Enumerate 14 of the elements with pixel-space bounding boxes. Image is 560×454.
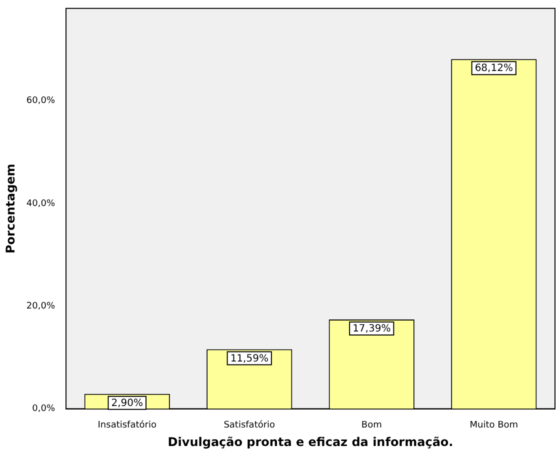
y-axis-title: Porcentagem [3,164,18,254]
x-tick-label: Satisfatório [224,420,276,431]
x-tick-label: Muito Bom [470,420,518,431]
data-label: 17,39% [352,324,391,335]
data-label: 11,59% [230,353,268,364]
x-tick-label: Bom [361,420,382,431]
y-tick-label: 60,0% [26,96,56,106]
y-tick-label: 0,0% [32,404,56,414]
data-label: 2,90% [111,398,144,410]
y-tick-label: 20,0% [26,301,56,312]
x-tick-label: Insatisfatório [98,420,157,431]
data-label: 68,12% [474,63,513,74]
y-tick-label: 40,0% [26,198,56,209]
x-axis-title: Divulgação pronta e eficaz da informação. [168,434,454,449]
